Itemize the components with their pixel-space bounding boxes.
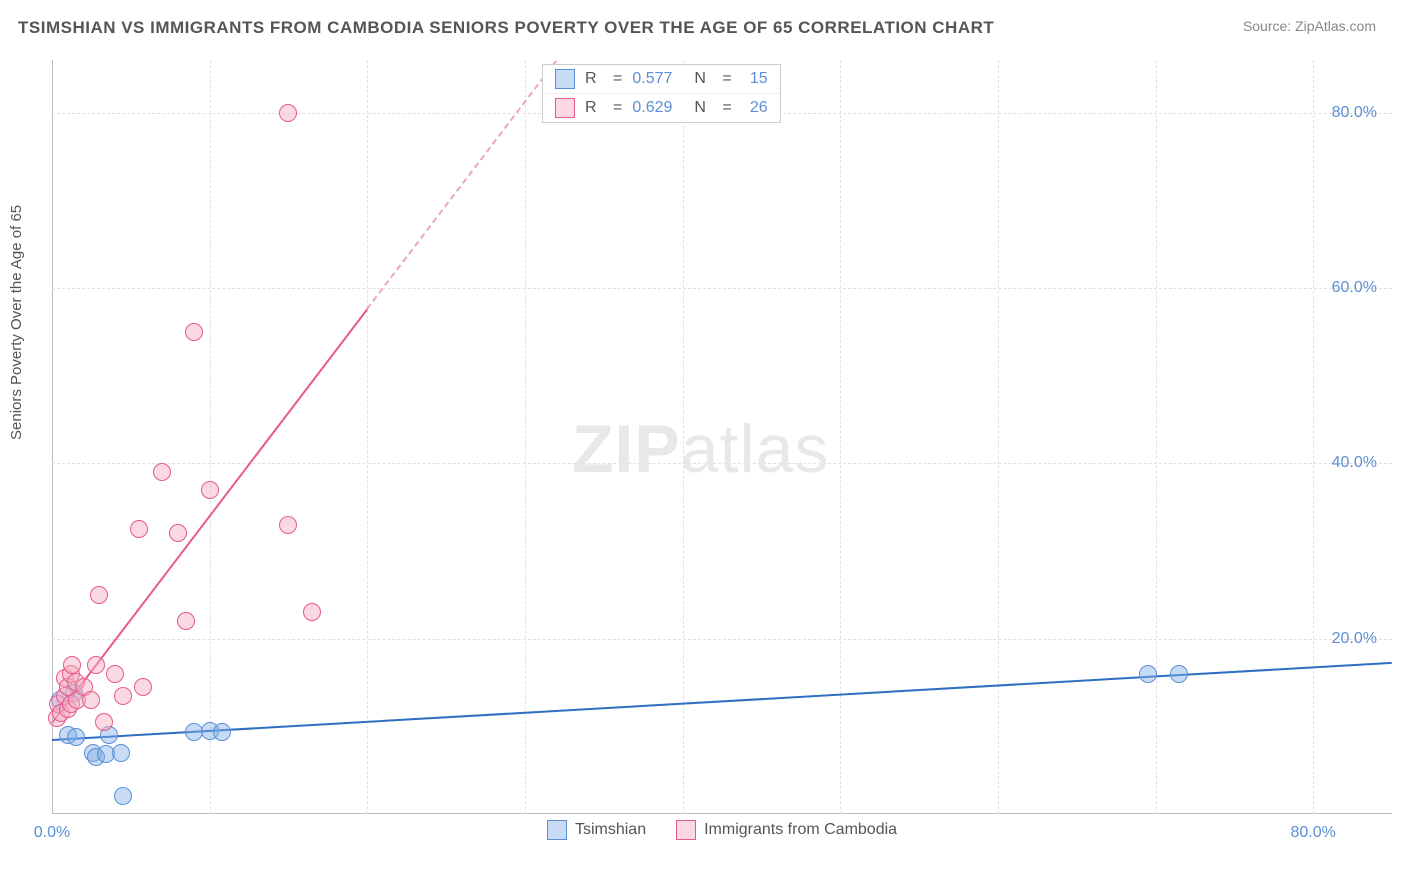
data-point xyxy=(185,323,203,341)
legend-swatch xyxy=(547,820,567,840)
gridline-v xyxy=(1313,60,1314,814)
trend-line xyxy=(366,60,557,309)
plot-region: 20.0%40.0%60.0%80.0%0.0%80.0% xyxy=(52,60,1392,840)
stats-row: R = 0.629 N = 26 xyxy=(543,93,780,122)
gridline-v xyxy=(210,60,211,814)
stats-swatch xyxy=(555,69,575,89)
data-point xyxy=(177,612,195,630)
data-point xyxy=(201,481,219,499)
data-point xyxy=(90,586,108,604)
x-axis xyxy=(52,813,1392,814)
data-point xyxy=(114,787,132,805)
gridline-v xyxy=(840,60,841,814)
stat-n-label: N xyxy=(694,99,712,117)
gridline-v xyxy=(998,60,999,814)
y-tick-label: 40.0% xyxy=(1332,454,1377,472)
stats-box: R = 0.577 N = 15 R = 0.629 N = 26 xyxy=(542,64,781,123)
legend-item: Immigrants from Cambodia xyxy=(676,820,897,840)
data-point xyxy=(279,516,297,534)
chart-area: 20.0%40.0%60.0%80.0%0.0%80.0% ZIPatlas R… xyxy=(52,60,1392,840)
data-point xyxy=(114,687,132,705)
legend-swatch xyxy=(676,820,696,840)
data-point xyxy=(67,728,85,746)
stat-eq: = xyxy=(613,99,622,117)
gridline-v xyxy=(367,60,368,814)
gridline-h xyxy=(52,463,1392,464)
data-point xyxy=(153,463,171,481)
stat-eq: = xyxy=(613,70,622,88)
stat-r-value: 0.629 xyxy=(632,99,684,117)
data-point xyxy=(1139,665,1157,683)
trend-line xyxy=(52,662,1392,741)
legend-label: Immigrants from Cambodia xyxy=(704,821,897,839)
stat-r-label: R xyxy=(585,70,603,88)
stat-n-label: N xyxy=(694,70,712,88)
data-point xyxy=(112,744,130,762)
y-axis-label: Seniors Poverty Over the Age of 65 xyxy=(8,205,25,440)
gridline-v xyxy=(525,60,526,814)
data-point xyxy=(87,656,105,674)
bottom-legend: Tsimshian Immigrants from Cambodia xyxy=(52,820,1392,840)
stats-swatch xyxy=(555,98,575,118)
chart-title: TSIMSHIAN VS IMMIGRANTS FROM CAMBODIA SE… xyxy=(18,18,994,38)
chart-header: TSIMSHIAN VS IMMIGRANTS FROM CAMBODIA SE… xyxy=(0,0,1406,48)
gridline-h xyxy=(52,288,1392,289)
stat-n-value: 26 xyxy=(742,99,768,117)
data-point xyxy=(169,524,187,542)
data-point xyxy=(106,665,124,683)
data-point xyxy=(279,104,297,122)
legend-label: Tsimshian xyxy=(575,821,646,839)
stat-r-value: 0.577 xyxy=(632,70,684,88)
stats-row: R = 0.577 N = 15 xyxy=(543,65,780,93)
data-point xyxy=(1170,665,1188,683)
data-point xyxy=(95,713,113,731)
data-point xyxy=(303,603,321,621)
stat-eq: = xyxy=(722,99,731,117)
data-point xyxy=(134,678,152,696)
y-tick-label: 60.0% xyxy=(1332,279,1377,297)
legend-item: Tsimshian xyxy=(547,820,646,840)
stat-n-value: 15 xyxy=(742,70,768,88)
stat-eq: = xyxy=(722,70,731,88)
gridline-v xyxy=(1156,60,1157,814)
chart-source: Source: ZipAtlas.com xyxy=(1243,18,1376,34)
data-point xyxy=(82,691,100,709)
y-tick-label: 80.0% xyxy=(1332,104,1377,122)
stat-r-label: R xyxy=(585,99,603,117)
data-point xyxy=(130,520,148,538)
y-tick-label: 20.0% xyxy=(1332,630,1377,648)
data-point xyxy=(213,723,231,741)
gridline-v xyxy=(683,60,684,814)
data-point xyxy=(63,656,81,674)
gridline-h xyxy=(52,639,1392,640)
